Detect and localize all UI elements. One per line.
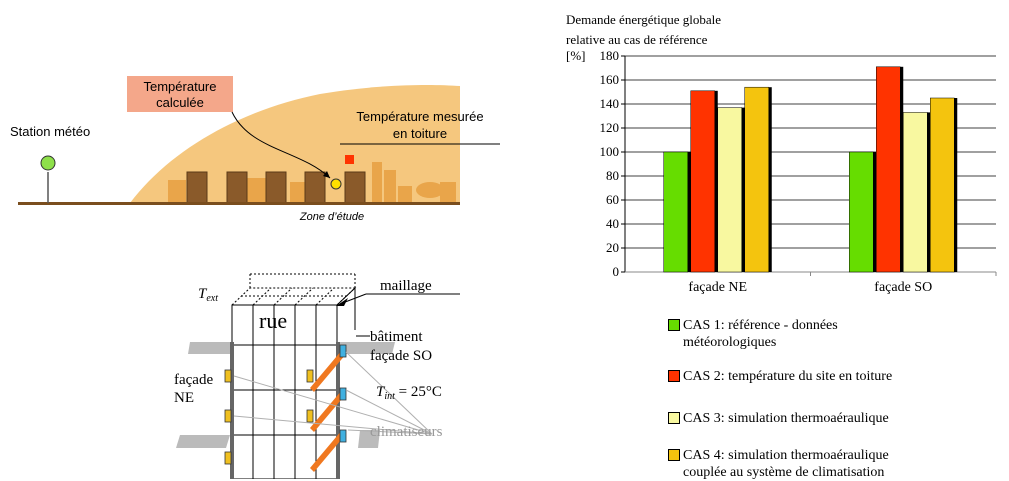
- y-tick-label: 140: [600, 96, 620, 111]
- wall-ne: [230, 342, 234, 479]
- maillage-arrow-head: [336, 298, 348, 306]
- facade-so-panels: [310, 350, 346, 472]
- bar: [903, 112, 928, 273]
- bottom-ground: [176, 435, 230, 448]
- y-tick-label: 180: [600, 48, 620, 63]
- bar-shadow: [741, 107, 745, 272]
- bottom-ground-right: [358, 430, 380, 448]
- bar-shadow: [927, 112, 931, 273]
- measured-temp-label-2: en toiture: [393, 126, 447, 141]
- legend-swatch: [668, 449, 680, 461]
- y-tick-label: 60: [606, 192, 619, 207]
- chart-title-line-2: relative au cas de référence: [566, 32, 708, 47]
- batiment-label-2: façade SO: [370, 348, 432, 364]
- station-label: Station météo: [10, 124, 90, 139]
- batiment-label-1: bâtiment: [370, 329, 423, 345]
- legend-label: CAS 3: simulation thermoaéraulique: [683, 411, 889, 426]
- y-tick-label: 0: [613, 264, 620, 279]
- urban-climate-diagram: Station météo Température calculée Tempé…: [10, 76, 500, 223]
- computed-temp-label-1: Température: [144, 79, 217, 94]
- bar: [744, 86, 769, 273]
- y-unit-label: [%]: [566, 48, 586, 63]
- maillage-label: maillage: [380, 278, 432, 294]
- maillage-arrow: [339, 293, 367, 305]
- left-ground: [188, 342, 232, 354]
- arrow-head: [323, 171, 330, 178]
- y-tick-label: 100: [600, 144, 620, 159]
- facade-ne-label-1: façade: [174, 372, 213, 388]
- bar: [690, 90, 715, 273]
- ac-units: [224, 344, 347, 465]
- right-ground: [338, 342, 395, 354]
- computed-temp-arrow: [231, 111, 331, 179]
- t-ext-label: Text: [198, 286, 218, 304]
- y-tick-label: 80: [606, 168, 619, 183]
- computed-temp-box: [127, 76, 233, 112]
- climatiseurs-label: climatiseurs: [370, 424, 443, 440]
- legend-label: CAS 4: simulation thermoaéraulique coupl…: [683, 448, 889, 480]
- zone-label: Zone d’étude: [299, 211, 364, 223]
- chart-title-line-1: Demande énergétique globale: [566, 12, 721, 27]
- bar-shadow: [954, 98, 958, 272]
- x-tick-label: façade NE: [688, 280, 747, 295]
- street-mesh-diagram: Text rue maillage bâtiment façade SO faç…: [174, 273, 460, 479]
- bar: [663, 151, 688, 273]
- bar: [717, 107, 742, 273]
- legend-swatch: [668, 412, 680, 424]
- station-icon: [40, 155, 56, 171]
- y-tick-label: 20: [606, 240, 619, 255]
- t-int-label: Tint = 25°C: [376, 384, 442, 402]
- bar-shadow: [873, 152, 877, 272]
- measured-temp-label-1: Température mesurée: [356, 109, 483, 124]
- legend-label: CAS 1: référence - données météorologiqu…: [683, 318, 838, 350]
- bar: [876, 66, 901, 273]
- ac-pointer-lines: [233, 351, 433, 435]
- bar-shadow: [687, 152, 691, 272]
- rue-label: rue: [259, 308, 287, 333]
- legend-label: CAS 2: température du site en toiture: [683, 369, 893, 384]
- foreground-buildings: [186, 171, 366, 204]
- chart-title: Demande énergétique globale relative au …: [566, 10, 721, 50]
- y-tick-label: 160: [600, 72, 620, 87]
- ground-line: [18, 202, 460, 205]
- x-tick-label: façade SO: [874, 280, 932, 295]
- bar-shadow: [900, 66, 904, 272]
- computed-point-icon: [330, 178, 342, 190]
- bar: [930, 97, 955, 273]
- bar-shadow: [768, 87, 772, 272]
- bar-shadow: [714, 90, 718, 272]
- y-tick-label: 120: [600, 120, 620, 135]
- wall-so: [336, 342, 340, 479]
- background-buildings: [168, 162, 456, 203]
- measured-point-icon: [345, 155, 354, 164]
- legend-swatch: [668, 370, 680, 382]
- legend-swatch: [668, 319, 680, 331]
- computed-temp-label-2: calculée: [156, 95, 204, 110]
- bar-chart: 0 20 40 60 80 100 120 140 160 180 [%] façade NE faça…: [566, 48, 997, 295]
- y-tick-label: 40: [606, 216, 619, 231]
- facade-ne-label-2: NE: [174, 390, 194, 406]
- bar: [849, 151, 874, 273]
